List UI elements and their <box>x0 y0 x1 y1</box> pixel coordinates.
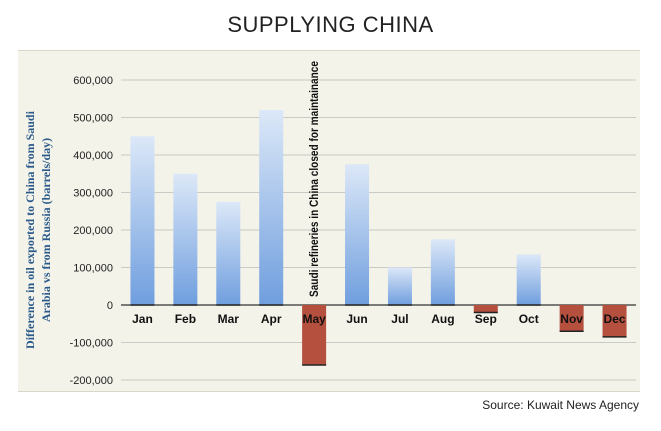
chart-panel: 600,000 500,000 400,000 300,000 200,000 100,0… <box>18 51 640 391</box>
y-tick-label: 200,000 <box>73 225 113 237</box>
bar <box>173 173 198 305</box>
bar <box>473 305 498 313</box>
x-tick-label: Sep <box>475 312 497 326</box>
y-tick-label: 100,000 <box>73 263 113 275</box>
x-tick-label: Jul <box>391 312 408 326</box>
y-axis-title-line: Difference in oil exported to China from… <box>23 110 37 349</box>
y-tick-label: 0 <box>107 300 113 312</box>
x-tick-label: Oct <box>519 312 539 326</box>
x-tick-label: Aug <box>431 312 454 326</box>
annotation-text: Saudi refineries in China closed for mai… <box>307 61 321 297</box>
bar-chart: 600,000 500,000 400,000 300,000 200,000 100,0… <box>23 61 636 387</box>
bar <box>602 305 627 337</box>
x-tick-label: Mar <box>218 312 240 326</box>
y-tick-label: -200,000 <box>70 375 113 387</box>
y-tick-label: 400,000 <box>73 150 113 162</box>
bar <box>387 267 412 305</box>
y-tick-label: -100,000 <box>70 338 113 350</box>
y-axis-title-line: Arabia vs from Russia (barrels/day) <box>39 138 53 322</box>
x-tick-label: Feb <box>175 312 196 326</box>
x-tick-label: Jun <box>346 312 367 326</box>
bar <box>259 110 284 305</box>
y-tick-label: 300,000 <box>73 188 113 200</box>
x-tick-label: Jan <box>132 312 153 326</box>
x-tick-label: May <box>302 312 326 326</box>
bar <box>302 305 327 365</box>
chart-title: SUPPLYING CHINA <box>227 12 434 37</box>
x-tick-label: Dec <box>604 312 626 326</box>
y-axis-title: Difference in oil exported to China from… <box>23 110 53 349</box>
bar <box>430 239 455 305</box>
title-divider <box>18 50 640 51</box>
x-tick-label: Nov <box>560 312 583 326</box>
source-divider <box>18 391 640 392</box>
bar <box>216 201 241 305</box>
bar <box>345 164 370 305</box>
bar <box>516 254 541 305</box>
bar <box>559 305 584 332</box>
source-note: Source: Kuwait News Agency <box>482 398 639 412</box>
y-tick-label: 500,000 <box>73 113 113 125</box>
y-tick-label: 600,000 <box>73 75 113 87</box>
x-tick-label: Apr <box>261 312 282 326</box>
bar <box>130 136 155 305</box>
